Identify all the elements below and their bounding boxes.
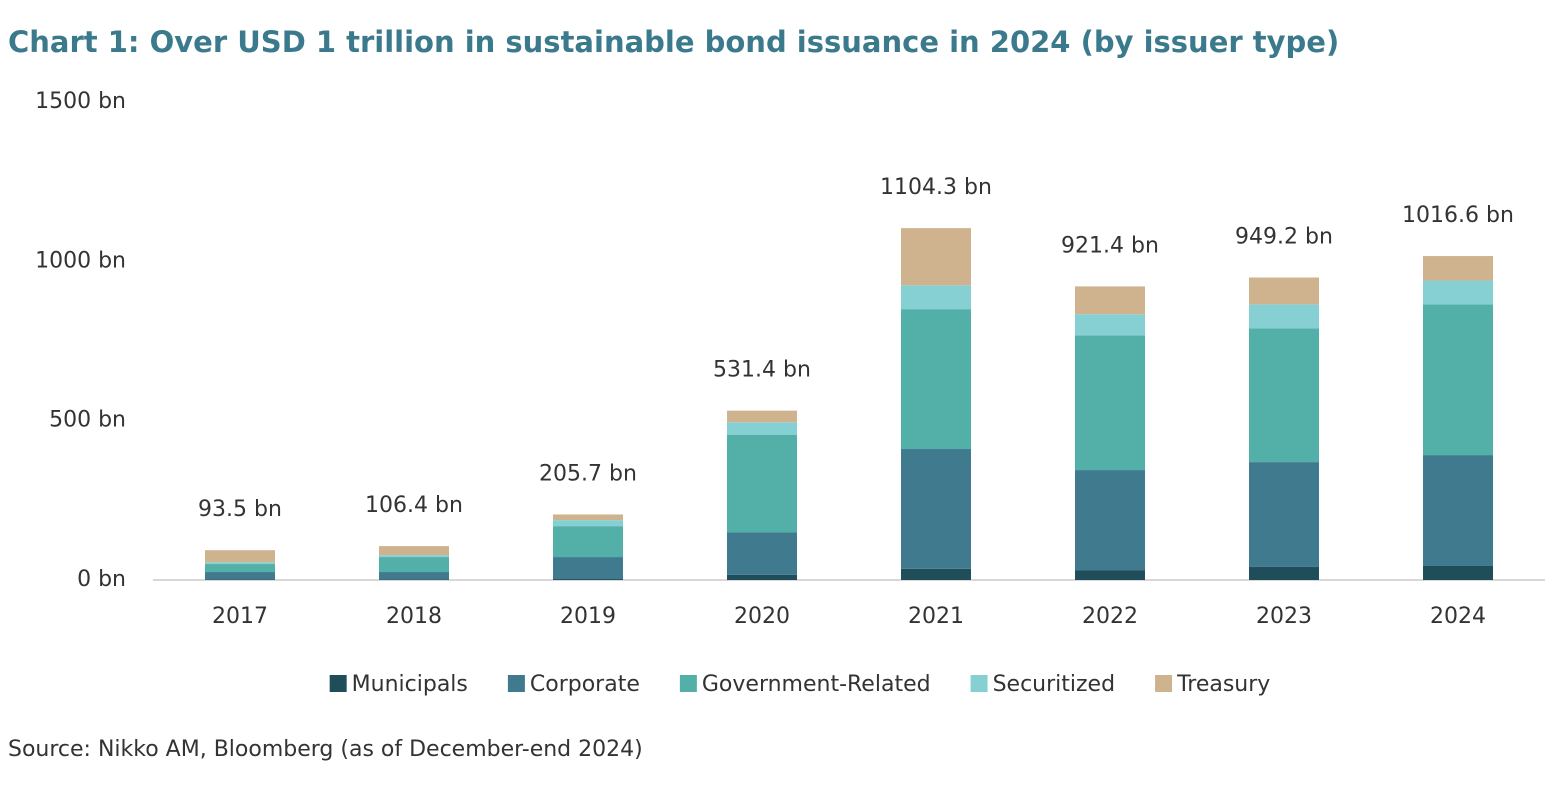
legend-swatch [329, 675, 347, 692]
bar-segment [553, 579, 623, 580]
bar-segment [205, 579, 275, 580]
bar-segment [1249, 462, 1319, 567]
bar-segment [1249, 328, 1319, 463]
bar-segment [205, 564, 275, 573]
legend-swatch [970, 675, 988, 692]
total-label: 1104.3 bn [880, 175, 992, 200]
x-tick-label: 2019 [560, 604, 616, 629]
bar-segment [1423, 304, 1493, 456]
bar-segment [1075, 314, 1145, 336]
bar-segment [1249, 304, 1319, 329]
legend-swatch [507, 675, 525, 692]
bar-segment [727, 435, 797, 533]
bar-segment [1075, 570, 1145, 580]
bar-segment [553, 514, 623, 521]
bar-segment [379, 579, 449, 580]
bar-segment [1423, 565, 1493, 580]
total-label: 531.4 bn [713, 358, 811, 383]
source-note: Source: Nikko AM, Bloomberg (as of Decem… [8, 737, 643, 762]
legend-label: Treasury [1176, 672, 1270, 697]
legend-label: Government-Related [702, 672, 931, 697]
x-tick-label: 2022 [1082, 604, 1138, 629]
bar-segment [379, 546, 449, 556]
bar-segment [901, 449, 971, 569]
y-tick-label: 0 bn [77, 567, 126, 592]
legend-label: Corporate [530, 672, 640, 697]
bar-segment [901, 285, 971, 310]
bar-segment [901, 228, 971, 286]
y-tick-label: 1000 bn [35, 248, 126, 273]
total-label: 106.4 bn [365, 493, 463, 518]
bar-segment [553, 520, 623, 527]
x-tick-label: 2018 [386, 604, 442, 629]
bar-segment [1075, 286, 1145, 315]
bar-segment [1075, 470, 1145, 571]
bar-segment [727, 574, 797, 580]
legend-swatch [1155, 675, 1173, 692]
legend-swatch [679, 675, 697, 692]
x-tick-label: 2021 [908, 604, 964, 629]
bar-segment [553, 526, 623, 558]
bar-segment [205, 562, 275, 565]
bar-segment [1423, 455, 1493, 566]
total-label: 93.5 bn [198, 497, 282, 522]
bar-segment [901, 568, 971, 580]
bar-segment [1075, 335, 1145, 471]
x-tick-label: 2023 [1256, 604, 1312, 629]
x-tick-label: 2024 [1430, 604, 1486, 629]
bar-segment [727, 532, 797, 575]
x-tick-label: 2017 [212, 604, 268, 629]
bar-segment [727, 422, 797, 436]
bar-segment [727, 410, 797, 423]
bar-segment [379, 557, 449, 573]
bar-segment [205, 572, 275, 580]
y-tick-label: 1500 bn [35, 89, 126, 114]
total-label: 921.4 bn [1061, 233, 1159, 258]
bar-segment [1249, 566, 1319, 580]
x-tick-label: 2020 [734, 604, 790, 629]
bar-segment [1423, 256, 1493, 281]
bar-segment [379, 572, 449, 580]
bar-segment [1423, 280, 1493, 305]
total-label: 949.2 bn [1235, 225, 1333, 250]
bar-segment [901, 309, 971, 450]
bar-segment [205, 550, 275, 563]
total-label: 205.7 bn [539, 461, 637, 486]
y-tick-label: 500 bn [49, 408, 126, 433]
bar-segment [553, 557, 623, 580]
legend-label: Securitized [993, 672, 1115, 697]
bar-segment [379, 555, 449, 558]
chart-title: Chart 1: Over USD 1 trillion in sustaina… [8, 25, 1339, 59]
legend-label: Municipals [352, 672, 468, 697]
bar-segment [1249, 277, 1319, 305]
total-label: 1016.6 bn [1402, 203, 1514, 228]
